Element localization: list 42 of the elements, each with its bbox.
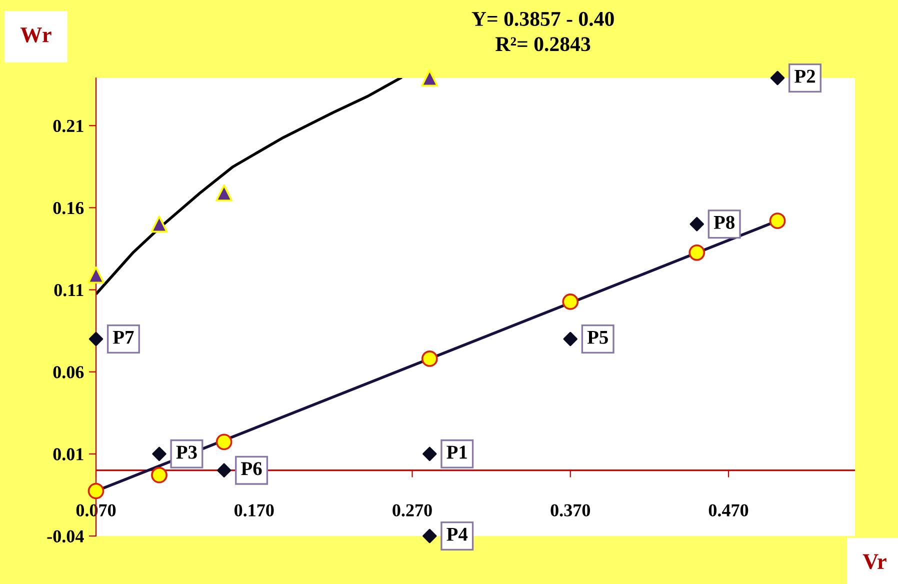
point [216,434,232,450]
annotation: P6 [241,462,262,476]
point [151,466,168,484]
point [563,332,578,346]
point [562,294,579,310]
x-tick-label: 0.470 [708,504,748,516]
annotation: P4 [446,528,468,541]
annotation: P8 [714,216,734,229]
point [150,216,168,233]
point [422,528,437,544]
y-tick-label: 0.16 [53,202,84,214]
text: R²= 0.2843 [496,37,590,52]
annotation: P7 [113,330,134,344]
point [87,266,105,284]
point [421,69,438,87]
point [88,332,104,346]
annotation: P5 [587,330,608,344]
x-tick-label: 0.270 [392,504,432,516]
annotation: P2 [794,70,815,83]
y-tick-label: 0.11 [54,284,84,296]
y-tick-label: 0.06 [53,366,84,378]
point [770,70,785,86]
text: Y= 0.3857 - 0.40 [472,12,614,26]
point [688,244,706,261]
point [690,216,704,232]
point [216,184,233,202]
point [422,446,437,462]
y-tick-label: -0.04 [47,530,84,543]
y-axis-title: Wr [20,28,52,42]
point [216,463,232,478]
y-tick-label: 0.21 [53,120,84,132]
annotation: P1 [446,446,467,459]
x-tick-label: 0.170 [234,504,274,516]
point [769,212,786,230]
x-tick-label: 0.370 [550,504,590,516]
x-axis-title: Vr [862,554,886,570]
point [152,446,166,462]
point [421,350,438,367]
y-tick-label: 0.01 [53,448,84,460]
line-series [96,78,402,294]
point [88,482,104,500]
annotation: P3 [176,446,197,459]
